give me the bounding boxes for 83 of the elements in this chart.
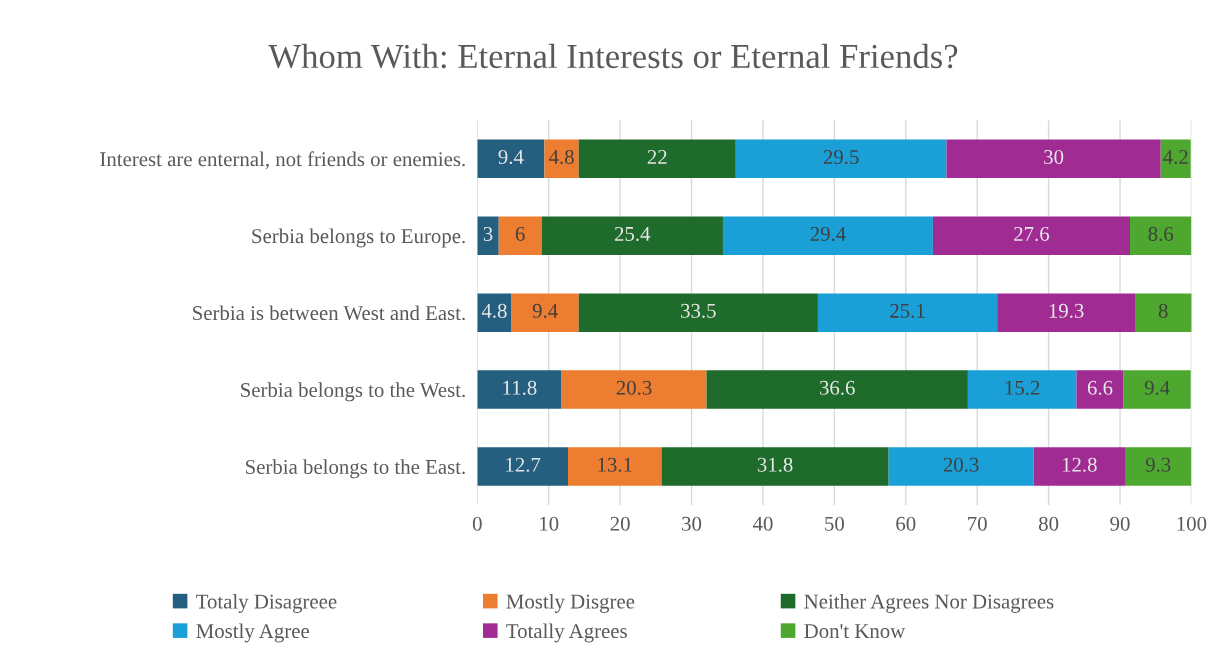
data-label: 25.4 bbox=[614, 226, 651, 242]
x-tick-label: 80 bbox=[1038, 516, 1059, 531]
y-tick-label: Serbia belongs to the West. bbox=[241, 382, 465, 402]
bar bbox=[946, 139, 1161, 179]
data-label: 29.4 bbox=[810, 226, 846, 242]
bar bbox=[511, 293, 579, 332]
chart-title: Whom With: Eternal Interests or Eternal Friends? bbox=[268, 43, 958, 69]
bar bbox=[1123, 370, 1191, 409]
bar bbox=[735, 139, 947, 179]
data-label: 30 bbox=[1044, 149, 1064, 164]
data-label: 20.3 bbox=[943, 457, 979, 472]
legend-label: Mostly Agree bbox=[196, 623, 309, 643]
data-label: 6.6 bbox=[1087, 380, 1113, 395]
bar bbox=[477, 293, 512, 332]
bar bbox=[578, 139, 736, 179]
y-tick-label: Serbia is between West and East. bbox=[193, 305, 465, 321]
x-tick-label: 60 bbox=[896, 516, 916, 531]
x-tick-label: 70 bbox=[968, 516, 987, 531]
x-tick-label: 100 bbox=[1177, 516, 1207, 531]
data-label: 4.8 bbox=[548, 149, 574, 165]
bar bbox=[661, 447, 889, 486]
data-label: 6 bbox=[515, 226, 525, 241]
bar bbox=[967, 370, 1077, 409]
data-label: 9.4 bbox=[498, 149, 524, 165]
bar bbox=[568, 447, 662, 486]
data-label: 8.6 bbox=[1148, 226, 1174, 242]
bar bbox=[1135, 293, 1192, 332]
data-label: 9.4 bbox=[532, 303, 558, 318]
x-tick-label: 40 bbox=[752, 516, 773, 531]
bar bbox=[888, 447, 1034, 486]
bar bbox=[578, 293, 818, 332]
x-tick-label: 0 bbox=[472, 516, 482, 531]
bar bbox=[541, 216, 723, 255]
bar bbox=[817, 293, 998, 332]
legend-label: Neither Agrees Nor Disagrees bbox=[804, 593, 1054, 613]
data-label: 3 bbox=[483, 226, 493, 241]
data-label: 36.6 bbox=[819, 380, 855, 395]
data-label: 13.1 bbox=[598, 457, 632, 472]
x-tick-label: 50 bbox=[825, 516, 844, 531]
legend-label: Mostly Disgree bbox=[506, 593, 635, 613]
bar bbox=[706, 370, 968, 409]
bar bbox=[544, 139, 579, 179]
bar bbox=[997, 293, 1135, 332]
legend-label: Don't Know bbox=[804, 624, 906, 639]
data-label: 29.5 bbox=[823, 149, 859, 165]
bar bbox=[722, 216, 933, 255]
data-label: 12.7 bbox=[506, 457, 541, 472]
bar bbox=[1125, 447, 1192, 486]
data-label: 33.5 bbox=[681, 303, 716, 318]
data-label: 15.2 bbox=[1005, 380, 1040, 395]
data-label: 11.8 bbox=[503, 380, 537, 395]
x-tick-label: 30 bbox=[682, 516, 702, 531]
bar bbox=[1130, 216, 1192, 255]
data-label: 20.3 bbox=[616, 380, 652, 395]
x-tick-label: 10 bbox=[540, 516, 559, 531]
bar bbox=[477, 139, 545, 179]
data-label: 12.8 bbox=[1062, 457, 1097, 472]
bar bbox=[1033, 447, 1125, 486]
bar bbox=[477, 370, 562, 409]
y-tick-label: Interest are enternal, not friends or enemies. bbox=[100, 151, 465, 170]
legend-label: Totally Agrees bbox=[506, 623, 627, 643]
data-label: 9.4 bbox=[1144, 380, 1170, 395]
data-label: 8 bbox=[1158, 303, 1168, 318]
data-label: 9.3 bbox=[1145, 457, 1171, 472]
bar bbox=[561, 370, 707, 409]
bar bbox=[1076, 370, 1124, 409]
data-label: 4.8 bbox=[481, 303, 507, 318]
legend-label: Totaly Disagreee bbox=[196, 593, 337, 613]
bar bbox=[1160, 139, 1191, 179]
bar bbox=[932, 216, 1130, 255]
data-label: 22 bbox=[647, 149, 667, 164]
y-tick-label: Serbia belongs to Europe. bbox=[252, 228, 465, 248]
bar bbox=[477, 216, 499, 255]
data-label: 19.3 bbox=[1049, 303, 1084, 318]
data-label: 4.2 bbox=[1163, 149, 1188, 165]
x-tick-label: 90 bbox=[1110, 516, 1130, 531]
data-label: 25.1 bbox=[890, 303, 925, 318]
data-label: 31.8 bbox=[757, 457, 793, 472]
bar bbox=[477, 447, 568, 486]
data-label: 27.6 bbox=[1014, 226, 1050, 242]
bar bbox=[498, 216, 542, 255]
x-tick-label: 20 bbox=[610, 516, 630, 531]
y-tick-label: Serbia belongs to the East. bbox=[245, 459, 465, 479]
